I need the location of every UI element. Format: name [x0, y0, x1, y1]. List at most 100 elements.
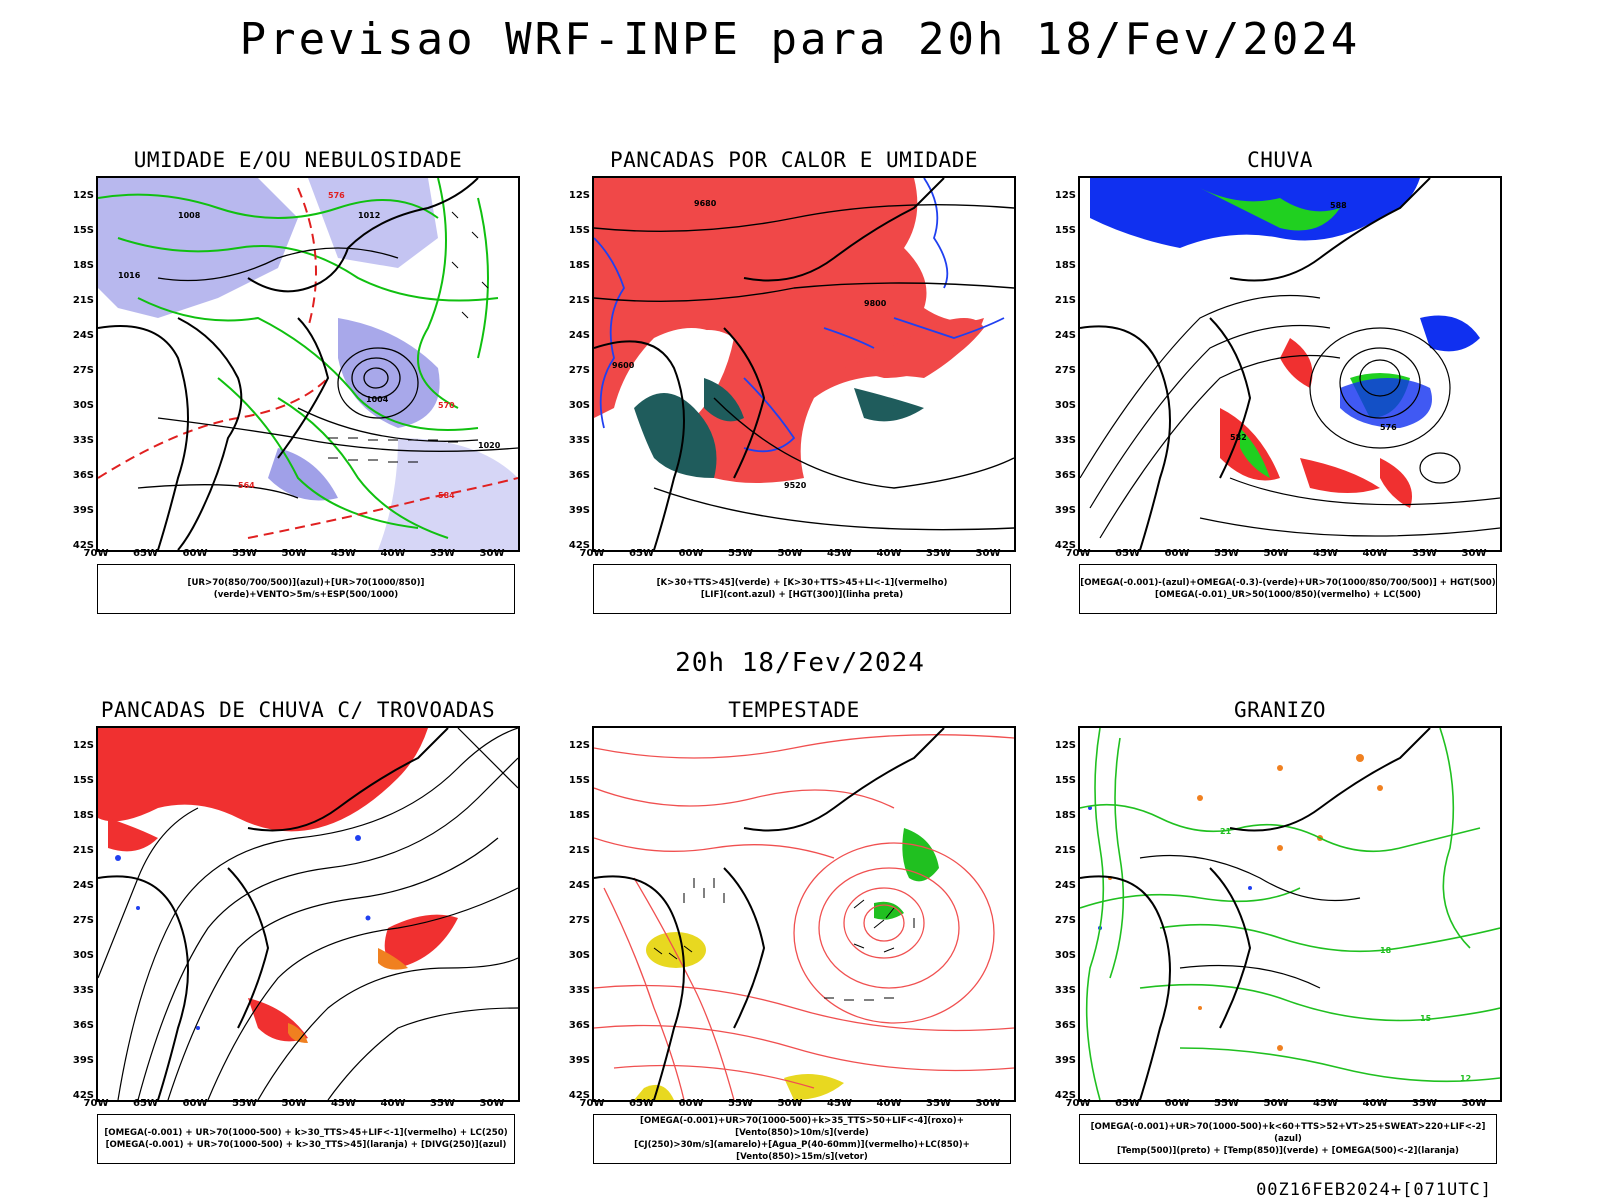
lat-tick-label: 30S	[568, 950, 590, 961]
svg-text:9600: 9600	[612, 361, 635, 370]
panel-title: PANCADAS POR CALOR E UMIDADE	[609, 148, 978, 172]
svg-text:582: 582	[1230, 433, 1247, 442]
lon-tick-label: 40W	[380, 1098, 406, 1109]
latitude-axis: 12S 15S 18S 21S 24S 27S 30S 33S 36S 39S 42S	[556, 176, 590, 551]
lat-tick-label: 18S	[568, 260, 590, 271]
lat-tick-label: 30S	[1054, 400, 1076, 411]
lat-tick-label: 33S	[72, 985, 94, 996]
lon-tick-label: 70W	[1065, 1098, 1091, 1109]
lat-tick-label: 39S	[568, 1055, 590, 1066]
lat-tick-label: 15S	[568, 225, 590, 236]
lat-tick-label: 42S	[72, 540, 94, 551]
lon-tick-label: 70W	[1065, 548, 1091, 559]
map-trovoadas	[96, 726, 520, 1102]
lat-tick-label: 12S	[1054, 740, 1076, 751]
lat-tick-label: 24S	[568, 330, 590, 341]
lon-tick-label: 50W	[1263, 1098, 1289, 1109]
svg-text:1004: 1004	[366, 395, 389, 404]
svg-text:1016: 1016	[118, 271, 141, 280]
lat-tick-label: 24S	[1054, 880, 1076, 891]
lon-tick-label: 65W	[629, 1098, 654, 1109]
lon-tick-label: 60W	[678, 548, 704, 559]
map-pancadas-calor: 9680 9600 9520 9800	[592, 176, 1016, 552]
lat-tick-label: 15S	[1054, 775, 1076, 786]
panel-title: PANCADAS DE CHUVA C/ TROVOADAS	[100, 698, 496, 722]
lat-tick-label: 15S	[568, 775, 590, 786]
lat-tick-label: 42S	[72, 1090, 94, 1101]
lon-tick-label: 30W	[479, 1098, 505, 1109]
map-canvas: 9680 9600 9520 9800	[594, 178, 1014, 550]
panel-legend: [OMEGA(-0.001)+UR>70(1000-500)+k>35_TTS>…	[593, 1114, 1011, 1164]
lon-tick-label: 60W	[678, 1098, 704, 1109]
lat-tick-label: 24S	[1054, 330, 1076, 341]
svg-text:21: 21	[1220, 827, 1232, 836]
lon-tick-label: 40W	[1362, 1098, 1388, 1109]
lat-tick-label: 39S	[72, 1055, 94, 1066]
lat-tick-label: 39S	[568, 505, 590, 516]
lat-tick-label: 42S	[568, 1090, 590, 1101]
lon-tick-label: 35W	[430, 548, 455, 559]
latitude-axis: 12S 15S 18S 21S 24S 27S 30S 33S 36S 39S 42S	[1042, 726, 1076, 1101]
panel-title: UMIDADE E/OU NEBULOSIDADE	[133, 148, 463, 172]
lat-tick-label: 27S	[72, 915, 94, 926]
map-granizo: 21 18 15 12	[1078, 726, 1502, 1102]
panel-title: GRANIZO	[1233, 698, 1326, 722]
lat-tick-label: 18S	[72, 260, 94, 271]
lat-tick-label: 21S	[1054, 295, 1076, 306]
lon-tick-label: 40W	[380, 548, 406, 559]
lon-tick-label: 35W	[926, 548, 951, 559]
panel-legend: [K>30+TTS>45](verde) + [K>30+TTS>45+LI<-…	[593, 564, 1011, 614]
svg-text:12: 12	[1460, 1074, 1471, 1083]
latitude-axis: 12S 15S 18S 21S 24S 27S 30S 33S 36S 39S 42S	[1042, 176, 1076, 551]
longitude-axis: 70W 65W 60W 55W 50W 45W 40W 35W 30W	[1066, 548, 1498, 562]
lat-tick-label: 42S	[1054, 540, 1076, 551]
map-canvas: 1008 1012 1016 1004 1020 576 570 564 584	[98, 178, 518, 550]
lon-tick-label: 30W	[1461, 1098, 1487, 1109]
lat-tick-label: 12S	[72, 190, 94, 201]
lon-tick-label: 50W	[281, 548, 307, 559]
lat-tick-label: 24S	[568, 880, 590, 891]
map-canvas: 588 576 582	[1080, 178, 1500, 550]
lat-tick-label: 36S	[1054, 1020, 1076, 1031]
lat-tick-label: 42S	[1054, 1090, 1076, 1101]
lon-tick-label: 30W	[975, 1098, 1001, 1109]
lon-tick-label: 60W	[182, 548, 208, 559]
svg-text:576: 576	[1380, 423, 1397, 432]
mid-title: 20h 18/Fev/2024	[675, 648, 925, 678]
lon-tick-label: 50W	[777, 1098, 803, 1109]
lat-tick-label: 24S	[72, 880, 94, 891]
lat-tick-label: 33S	[568, 435, 590, 446]
lat-tick-label: 36S	[72, 1020, 94, 1031]
lon-tick-label: 50W	[281, 1098, 307, 1109]
svg-text:1008: 1008	[178, 211, 201, 220]
lon-tick-label: 40W	[876, 548, 902, 559]
lat-tick-label: 24S	[72, 330, 94, 341]
map-canvas	[98, 728, 518, 1100]
svg-text:18: 18	[1380, 946, 1392, 955]
lon-tick-label: 55W	[728, 548, 753, 559]
lon-tick-label: 65W	[1115, 548, 1140, 559]
panel-title: CHUVA	[1247, 148, 1313, 172]
lat-tick-label: 18S	[1054, 260, 1076, 271]
svg-text:1012: 1012	[358, 211, 380, 220]
panel-legend: [OMEGA(-0.001)-(azul)+OMEGA(-0.3)-(verde…	[1079, 564, 1497, 614]
lon-tick-label: 55W	[232, 1098, 257, 1109]
lon-tick-label: 60W	[1164, 548, 1190, 559]
lat-tick-label: 21S	[568, 295, 590, 306]
svg-text:584: 584	[438, 491, 455, 500]
lon-tick-label: 45W	[331, 1098, 356, 1109]
latitude-axis: 12S 15S 18S 21S 24S 27S 30S 33S 36S 39S 42S	[556, 726, 590, 1101]
panel-legend: [OMEGA(-0.001) + UR>70(1000-500) + k>30_…	[97, 1114, 515, 1164]
lon-tick-label: 30W	[975, 548, 1001, 559]
lon-tick-label: 65W	[133, 1098, 158, 1109]
svg-text:9680: 9680	[694, 199, 717, 208]
lon-tick-label: 65W	[629, 548, 654, 559]
svg-text:9800: 9800	[864, 299, 887, 308]
lon-tick-label: 60W	[182, 1098, 208, 1109]
lon-tick-label: 35W	[926, 1098, 951, 1109]
lat-tick-label: 21S	[1054, 845, 1076, 856]
lat-tick-label: 36S	[1054, 470, 1076, 481]
svg-text:570: 570	[438, 401, 455, 410]
lon-tick-label: 70W	[83, 548, 109, 559]
lon-tick-label: 45W	[1313, 1098, 1338, 1109]
